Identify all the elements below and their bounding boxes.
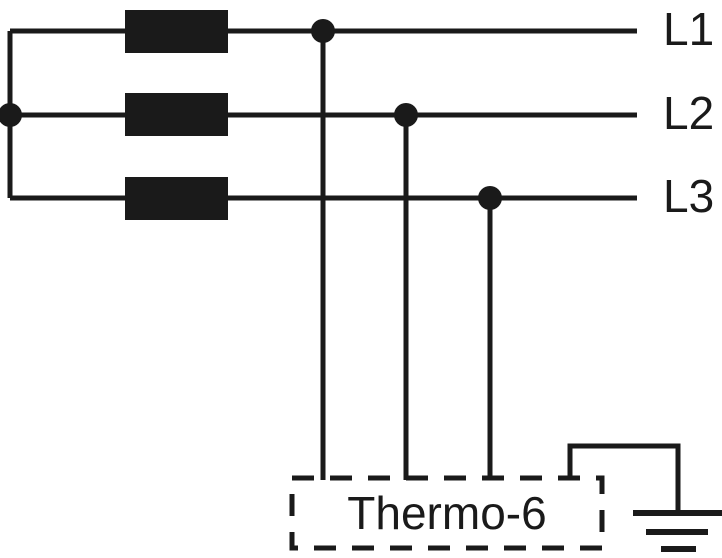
earth-wire <box>567 443 681 513</box>
phase-line-l3-group: L3 <box>10 170 714 222</box>
thermo-6-label: Thermo-6 <box>347 487 546 539</box>
device-drop-lines-group <box>320 31 493 480</box>
phase-line-l2-group: L2 <box>10 87 714 139</box>
device-enclosure-group: Thermo-6 <box>289 475 605 551</box>
earth-connection-group <box>567 443 722 552</box>
phase-label-l2: L2 <box>663 87 714 139</box>
phase-label-l3: L3 <box>663 170 714 222</box>
fuse-block-l1 <box>125 10 228 53</box>
thermo-6-dashed-box <box>289 475 605 551</box>
phase-line-l1-group: L1 <box>10 3 714 55</box>
fuse-block-l2 <box>125 93 228 136</box>
phase-label-l1: L1 <box>663 3 714 55</box>
fuse-block-l3 <box>125 177 228 220</box>
